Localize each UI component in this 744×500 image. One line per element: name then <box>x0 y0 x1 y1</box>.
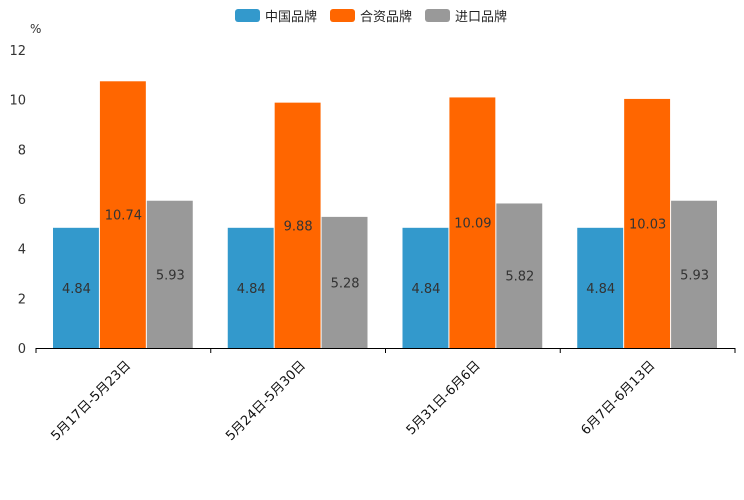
bar-2 <box>274 102 321 348</box>
y-tick-label: 8 <box>18 143 26 158</box>
data-label: 5.82 <box>505 270 534 285</box>
legend: 中国品牌 合资品牌 进口品牌 <box>235 9 507 25</box>
x-tick-label: 5月24日-5月30日 <box>223 358 309 444</box>
data-label: 4.84 <box>411 282 440 297</box>
y-tick-label: 4 <box>18 243 26 258</box>
bar-1 <box>227 227 274 348</box>
y-tick-label: 0 <box>18 342 26 357</box>
data-label: 4.84 <box>237 282 266 297</box>
bar-3 <box>671 200 717 348</box>
bars: 4.84 10.74 5.93 4.84 9.88 5.28 4.84 10.09 5.82 4.… <box>53 81 717 349</box>
legend-label: 中国品牌 <box>265 9 317 25</box>
bar-1 <box>53 227 99 348</box>
legend-label: 合资品牌 <box>360 9 412 25</box>
legend-label: 进口品牌 <box>455 9 507 25</box>
data-label: 9.88 <box>284 219 313 234</box>
legend-swatch <box>425 9 450 22</box>
x-axis: 5月17日-5月23日 5月24日-5月30日 5月31日-6月6日 6月7日-6月1… <box>35 348 736 444</box>
x-tick-label: 5月17日-5月23日 <box>48 358 134 444</box>
bar-1 <box>577 227 624 348</box>
bar-1 <box>402 227 449 348</box>
y-tick-label: 12 <box>9 44 26 59</box>
data-label: 10.74 <box>105 209 142 224</box>
y-tick-label: 10 <box>9 94 26 109</box>
data-label: 5.93 <box>156 268 185 283</box>
data-label: 5.93 <box>680 268 709 283</box>
legend-swatch <box>330 9 355 22</box>
bar-2 <box>624 98 671 349</box>
bar-2 <box>99 81 146 348</box>
x-tick-label: 5月31日-6月6日 <box>404 358 484 438</box>
y-tick-label: 2 <box>18 292 26 307</box>
legend-swatch <box>235 9 260 22</box>
bar-2 <box>449 97 496 348</box>
x-tick-label: 6月7日-6月13日 <box>579 358 659 438</box>
y-axis: 0 2 4 6 8 10 12 <box>9 44 26 357</box>
y-tick-label: 6 <box>18 193 26 208</box>
bar-3 <box>146 200 193 348</box>
data-label: 4.84 <box>62 282 91 297</box>
data-label: 4.84 <box>586 282 615 297</box>
data-label: 10.09 <box>454 217 491 232</box>
bar-3 <box>496 203 543 348</box>
y-axis-label: % <box>30 22 41 36</box>
bar-3 <box>321 216 368 348</box>
data-label: 5.28 <box>331 276 360 291</box>
data-label: 10.03 <box>629 217 666 232</box>
